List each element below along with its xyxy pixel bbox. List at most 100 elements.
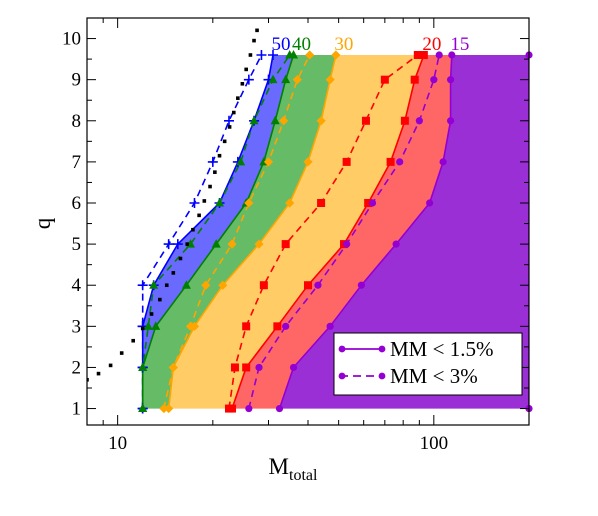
marker-dashed-50-5 bbox=[189, 198, 200, 208]
marker-solid-30-3 bbox=[218, 280, 228, 290]
dotted-point-5 bbox=[140, 326, 145, 331]
region-50 bbox=[142, 55, 294, 409]
marker-solid-30-6 bbox=[303, 157, 313, 167]
marker-dashed-50-9 bbox=[256, 50, 267, 60]
marker-solid-30-9 bbox=[331, 50, 341, 60]
legend-label-solid: MM < 1.5% bbox=[390, 337, 493, 361]
region-30 bbox=[168, 55, 424, 409]
dotted-point-11 bbox=[185, 242, 190, 246]
solid-line-40 bbox=[141, 54, 295, 409]
marker-dashed-50-4 bbox=[163, 239, 174, 250]
dotted-point-13 bbox=[197, 213, 201, 218]
marker-dashed-30-2 bbox=[185, 321, 196, 331]
marker-solid-15-4 bbox=[392, 240, 400, 248]
marker-dashed-40-1 bbox=[138, 362, 148, 371]
marker-solid-30-4 bbox=[254, 239, 264, 249]
marker-dashed-30-7 bbox=[279, 116, 289, 126]
dotted-point-2 bbox=[108, 363, 113, 368]
marker-dashed-15-3 bbox=[314, 281, 322, 289]
marker-solid-40-7 bbox=[270, 115, 280, 125]
dotted-point-19 bbox=[227, 125, 232, 129]
dotted-point-24 bbox=[248, 53, 253, 57]
marker-dashed-40-7 bbox=[249, 115, 259, 125]
dotted-point-16 bbox=[213, 170, 217, 174]
dotted-point-23 bbox=[244, 67, 248, 72]
marker-dashed-20-4 bbox=[281, 240, 290, 249]
marker-dashed-40-3 bbox=[149, 280, 159, 289]
dotted-point-26 bbox=[255, 28, 259, 33]
dotted-point-17 bbox=[217, 153, 222, 158]
marker-dashed-15-2 bbox=[282, 322, 290, 330]
dashed-line-30 bbox=[163, 54, 311, 409]
marker-dashed-15-9 bbox=[435, 51, 443, 59]
marker-dashed-20-3 bbox=[259, 281, 268, 290]
mass-label-50: 50 bbox=[271, 34, 290, 55]
ytick-label-3: 3 bbox=[72, 316, 82, 337]
marker-dashed-50-8 bbox=[243, 74, 254, 85]
ytick-label-8: 8 bbox=[72, 111, 82, 132]
marker-dashed-15-4 bbox=[343, 240, 351, 248]
marker-dashed-15-7 bbox=[415, 117, 423, 125]
legend-solid-marker-left bbox=[338, 345, 346, 353]
marker-dashed-20-1 bbox=[230, 363, 239, 372]
marker-solid-15-7 bbox=[447, 117, 455, 125]
marker-dashed-40-6 bbox=[236, 156, 246, 166]
ytick-label-5: 5 bbox=[72, 234, 82, 255]
marker-dashed-30-6 bbox=[263, 157, 274, 167]
marker-solid-50-4 bbox=[172, 239, 183, 250]
dotted-point-15 bbox=[208, 184, 212, 189]
xtick-label-10: 10 bbox=[108, 433, 127, 454]
mass-label-30: 30 bbox=[334, 34, 353, 55]
solid-line-30 bbox=[167, 54, 337, 409]
marker-dashed-20-9 bbox=[413, 51, 422, 59]
mass-label-20: 20 bbox=[422, 34, 441, 55]
legend-dashed-marker-right bbox=[378, 372, 386, 380]
legend: MM < 1.5% MM < 3% bbox=[333, 332, 523, 396]
mass-label-15: 15 bbox=[450, 34, 469, 55]
marker-dashed-50-3 bbox=[137, 280, 148, 291]
marker-solid-40-4 bbox=[211, 239, 221, 248]
filled-regions bbox=[142, 55, 529, 409]
marker-solid-20-9 bbox=[419, 51, 428, 59]
legend-dashed-marker-left bbox=[338, 372, 346, 380]
dotted-point-10 bbox=[178, 256, 183, 261]
marker-dashed-30-8 bbox=[292, 75, 302, 85]
marker-dashed-30-3 bbox=[201, 280, 211, 290]
marker-dashed-30-0 bbox=[159, 403, 169, 414]
dashed-line-50 bbox=[141, 54, 263, 409]
marker-solid-30-5 bbox=[285, 198, 295, 208]
dashed-line-40 bbox=[141, 54, 291, 409]
dotted-point-22 bbox=[240, 81, 245, 86]
marker-solid-15-0 bbox=[275, 404, 284, 413]
dotted-point-18 bbox=[222, 139, 227, 144]
mass-label-40: 40 bbox=[292, 34, 311, 55]
boundary-lines bbox=[141, 54, 529, 409]
legend-solid-marker-right bbox=[378, 345, 386, 353]
solid-line-15 bbox=[278, 54, 453, 409]
marker-dashed-15-1 bbox=[255, 363, 263, 372]
marker-dashed-30-4 bbox=[227, 239, 237, 249]
marker-dashed-40-0 bbox=[138, 403, 148, 413]
dotted-point-12 bbox=[191, 227, 195, 232]
axes: 1 2 3 4 5 6 7 8 9 10 10 100 Mtotal q bbox=[30, 17, 530, 484]
marker-solid-20-6 bbox=[386, 157, 395, 166]
marker-solid-20-1 bbox=[242, 363, 251, 372]
marker-dashed-20-2 bbox=[242, 322, 251, 331]
marker-solid-20-3 bbox=[304, 281, 312, 290]
marker-solid-20-7 bbox=[400, 116, 409, 125]
dotted-point-3 bbox=[119, 351, 124, 355]
marker-dashed-20-5 bbox=[317, 199, 326, 207]
marker-solid-20-2 bbox=[273, 322, 282, 331]
region-40 bbox=[142, 55, 336, 409]
ytick-label-6: 6 bbox=[72, 193, 82, 214]
marker-solid-40-3 bbox=[181, 280, 191, 289]
xtick-label-100: 100 bbox=[420, 433, 449, 454]
marker-solid-15-3 bbox=[357, 281, 365, 289]
dotted-point-0 bbox=[87, 377, 89, 382]
marker-dashed-20-6 bbox=[342, 157, 351, 166]
marker-solid-30-7 bbox=[316, 116, 326, 126]
marker-dashed-30-1 bbox=[168, 362, 178, 373]
region-15 bbox=[279, 55, 529, 409]
marker-solid-15-1 bbox=[289, 363, 298, 372]
